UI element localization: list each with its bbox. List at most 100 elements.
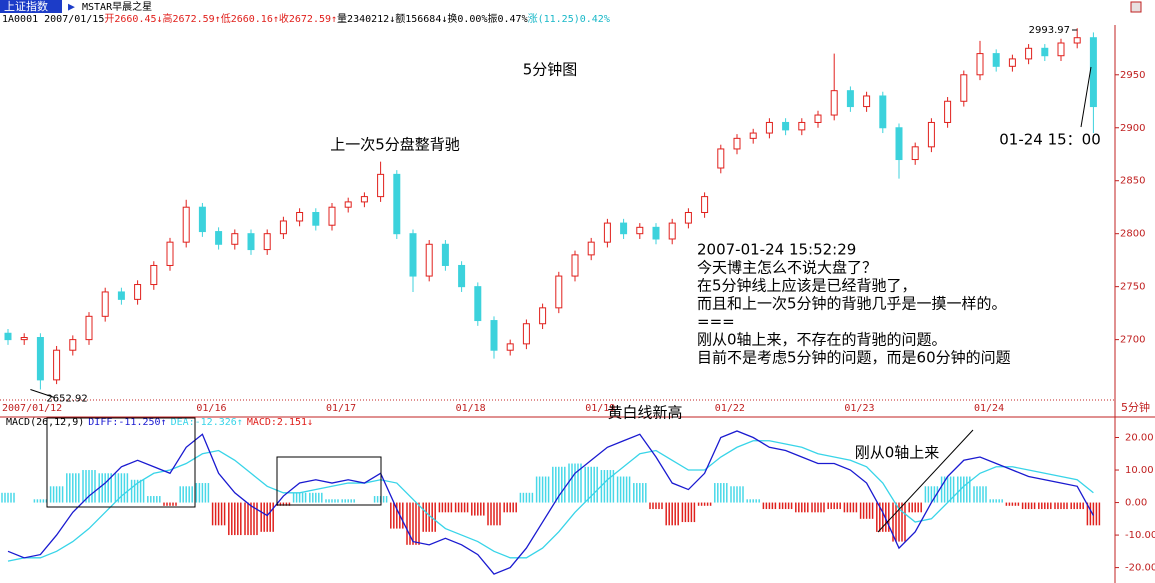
annotation: 今天博主怎么不说大盘了？ (697, 259, 877, 277)
candle-body (490, 320, 498, 351)
candle-body (69, 339, 77, 351)
candle-body (927, 121, 935, 148)
candle-body (620, 222, 628, 235)
candle-body (53, 349, 61, 381)
y-tick-label: 20.00 (1125, 433, 1154, 444)
y-tick-label: 2950 (1120, 70, 1145, 81)
legend-item: DIFF:-11.250↑ (88, 417, 166, 428)
info-item: 涨(11.25)0.42% (528, 13, 610, 25)
candle-body (701, 196, 709, 213)
candle-body (36, 337, 44, 381)
candle-body (830, 90, 838, 116)
candle-body (846, 90, 854, 108)
info-item: 额156684↓ (395, 12, 447, 25)
arrow-icon: ▶ (68, 3, 75, 13)
annotation: 上一次5分盘整背驰 (330, 136, 460, 154)
candle-body (409, 233, 417, 277)
candle-body (1025, 47, 1033, 60)
x-tick-label: 01/23 (844, 403, 874, 414)
candle-body (101, 291, 109, 317)
candle-body (198, 206, 206, 233)
candle-body (247, 233, 255, 251)
x-tick-label: 01/22 (715, 403, 745, 414)
candle-body (393, 173, 401, 235)
candle-body (555, 275, 563, 309)
candle-body (85, 315, 93, 341)
annotation: 刚从0轴上来 (855, 444, 940, 462)
annotation: === (697, 313, 735, 331)
candle-body (134, 284, 142, 300)
candle-body (377, 173, 385, 198)
candle-body (944, 100, 952, 123)
x-tick-label: 01/16 (196, 403, 226, 414)
y-tick-label: 0.00 (1125, 498, 1147, 509)
candle-body (636, 226, 644, 235)
info-item: 收2672.59↑ (279, 12, 337, 25)
candle-body (668, 222, 676, 240)
x-tick-label: 01/18 (456, 403, 486, 414)
candle-body (749, 132, 757, 139)
info-item: 高2672.59↑ (163, 12, 221, 25)
info-text: 1A0001 2007/01/15开2660.45↓高2672.59↑低2660… (2, 12, 610, 25)
candle-body (911, 146, 919, 161)
y-tick-label: -10.00 (1125, 530, 1155, 541)
candle-body (20, 337, 28, 341)
chart-title: 5分钟图 (523, 61, 578, 79)
candle-body (587, 241, 595, 256)
price-panel: 5分钟图 2700 2750 2800 2850 2900 2950 2007/01/12 01… (2, 25, 1150, 414)
y-tick-label: -20.00 (1125, 563, 1155, 574)
index-name[interactable]: 上证指数 (4, 0, 48, 13)
annotation: 黄白线新高 (607, 404, 682, 422)
info-item: 量2340212↓ (337, 13, 395, 25)
candle-body (231, 233, 239, 245)
candle-body (4, 332, 12, 341)
candle-body (960, 74, 968, 102)
candle-body (684, 212, 692, 224)
candle-body (733, 137, 741, 150)
candle-body (539, 307, 547, 325)
info-item: 1A0001 2007/01/15 (2, 14, 104, 25)
candle-body (360, 196, 368, 203)
candle-body (879, 95, 887, 129)
candle-body (1073, 37, 1081, 44)
candle-body (150, 264, 158, 286)
candle-body (474, 286, 482, 322)
annotation: 01-24 15：00 (999, 131, 1101, 149)
candle-body (895, 127, 903, 161)
candle-body (441, 243, 449, 266)
y-tick-label: 2800 (1120, 229, 1145, 240)
candle-body (117, 291, 125, 300)
low-label: 2652.92 (46, 393, 87, 404)
annotation: 在5分钟线上应该是已经背驰了， (697, 277, 917, 295)
annotation: 2007-01-24 15:52:29 (697, 241, 856, 259)
candle-body (1008, 58, 1016, 67)
candle-body (506, 343, 514, 351)
info-item: 开2660.45↓ (104, 14, 162, 25)
candle-body (603, 222, 611, 243)
candle-body (312, 212, 320, 226)
x-tick-label: 01/24 (974, 403, 1004, 414)
divergence-box (46, 417, 196, 508)
candle-body (1089, 37, 1097, 108)
info-item: 低2660.16↑ (221, 12, 279, 25)
candle-body (992, 53, 1000, 67)
candle-body (344, 201, 352, 208)
macd-line (7, 440, 1094, 562)
candle-body (296, 212, 304, 222)
close-icon[interactable] (1130, 1, 1142, 13)
candle-body (571, 254, 579, 277)
candle-body (215, 231, 223, 245)
macd-line (7, 430, 1094, 575)
legend-item: MACD:2.151↓ (247, 417, 313, 428)
y-tick-label: 10.00 (1125, 465, 1154, 476)
index-tab[interactable] (0, 0, 62, 13)
legend-item: MACD(26,12,9) (6, 417, 84, 428)
candle-body (263, 233, 271, 251)
candle-body (814, 114, 822, 123)
candle-body (182, 206, 190, 243)
x-tick-label: 01/17 (326, 403, 356, 414)
candle-body (652, 226, 660, 240)
x-tick-label: 01/19 (585, 403, 615, 414)
period-label: 5分钟 (1121, 400, 1150, 414)
